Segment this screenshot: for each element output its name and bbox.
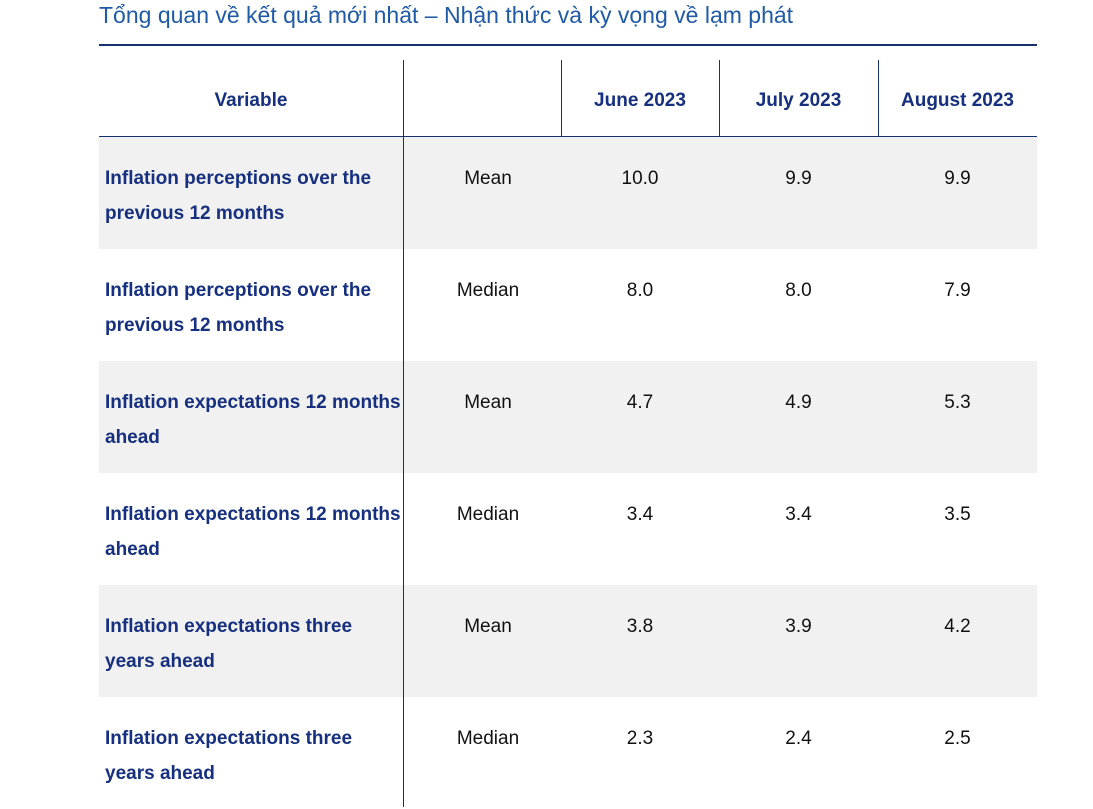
row-variable-label: Inflation expectations three years ahead [105,728,353,784]
page-title: Tổng quan về kết quả mới nhất – Nhận thứ… [99,2,794,28]
value-cell: 7.9 [944,280,971,301]
column-divider-july [878,60,879,136]
table-row: Inflation perceptions over the previous … [99,137,1037,249]
row-statistic: Mean [464,616,512,637]
value-cell: 8.0 [626,280,654,301]
value-cell: 3.9 [785,616,812,637]
value-cell: 9.9 [944,168,971,189]
value-cell: 4.2 [944,616,971,637]
value-cell: 2.3 [626,728,654,749]
value-cell: 4.7 [626,392,654,413]
row-statistic: Median [456,728,520,749]
header-june-2023: June 2023 [594,90,686,111]
column-divider-stat [561,60,562,136]
value-cell: 5.3 [944,392,971,413]
value-cell: 4.9 [785,392,812,413]
value-cell: 9.9 [785,168,812,189]
value-cell: 2.4 [785,728,812,749]
table-row: Inflation expectations 12 months ahead Me… [99,361,1037,473]
value-cell: 10.0 [621,168,659,189]
table-row: Inflation expectations three years ahead… [99,585,1037,697]
value-cell: 3.4 [785,504,812,525]
row-statistic: Mean [464,392,512,413]
row-variable-label: Inflation perceptions over the previous … [105,168,372,224]
value-cell: 2.5 [944,728,971,749]
row-variable-label: Inflation expectations 12 months ahead [105,392,401,448]
column-divider-variable [403,60,404,807]
row-statistic: Mean [464,168,512,189]
row-statistic: Median [456,504,520,525]
value-cell: 3.5 [944,504,971,525]
row-variable-label: Inflation perceptions over the previous … [105,280,372,336]
header-variable: Variable [214,90,288,111]
table-row: Inflation perceptions over the previous … [99,249,1037,361]
results-table: Inflation perceptions over the previous … [99,60,1037,807]
table-row: Inflation expectations 12 months ahead Me… [99,473,1037,585]
column-divider-june [719,60,720,136]
row-variable-label: Inflation expectations 12 months ahead [105,504,401,560]
value-cell: 3.8 [626,616,654,637]
table-row: Inflation expectations three years ahead… [99,697,1037,809]
title-divider [99,44,1037,46]
row-variable-label: Inflation expectations three years ahead [105,616,353,672]
row-statistic: Median [456,280,520,301]
value-cell: 8.0 [785,280,812,301]
header-july-2023: July 2023 [755,90,842,111]
header-divider [99,136,1037,137]
value-cell: 3.4 [626,504,654,525]
header-august-2023: August 2023 [901,90,1014,111]
